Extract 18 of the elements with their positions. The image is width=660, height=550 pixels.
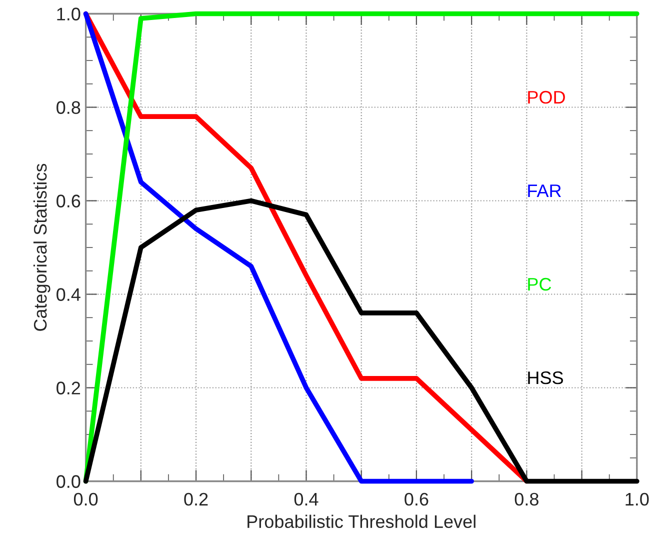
- x-tick-label: 0.4: [294, 492, 318, 506]
- y-axis-title: Categorical Statistics: [33, 164, 50, 331]
- text: HSS: [528, 371, 563, 384]
- text: PC: [528, 278, 552, 291]
- x-tick-label: 0.8: [514, 492, 538, 506]
- x-tick-label: 1.0: [626, 492, 649, 506]
- y-tick-label: 0.2: [56, 382, 80, 394]
- y-tick-label: 0.0: [56, 475, 80, 488]
- x-tick-label: 0.2: [184, 492, 208, 506]
- text: POD: [528, 90, 565, 104]
- text: FAR: [528, 184, 561, 198]
- y-tick-label: 0.8: [56, 101, 80, 114]
- y-tick-label: 1.0: [57, 8, 80, 20]
- y-tick-label: 0.4: [56, 288, 80, 301]
- x-axis-title: Probabilistic Threshold Level: [248, 514, 476, 528]
- x-tick-label: 0.0: [74, 492, 98, 506]
- x-tick-label: 0.6: [404, 492, 428, 506]
- y-tick-label: 0.6: [56, 194, 80, 208]
